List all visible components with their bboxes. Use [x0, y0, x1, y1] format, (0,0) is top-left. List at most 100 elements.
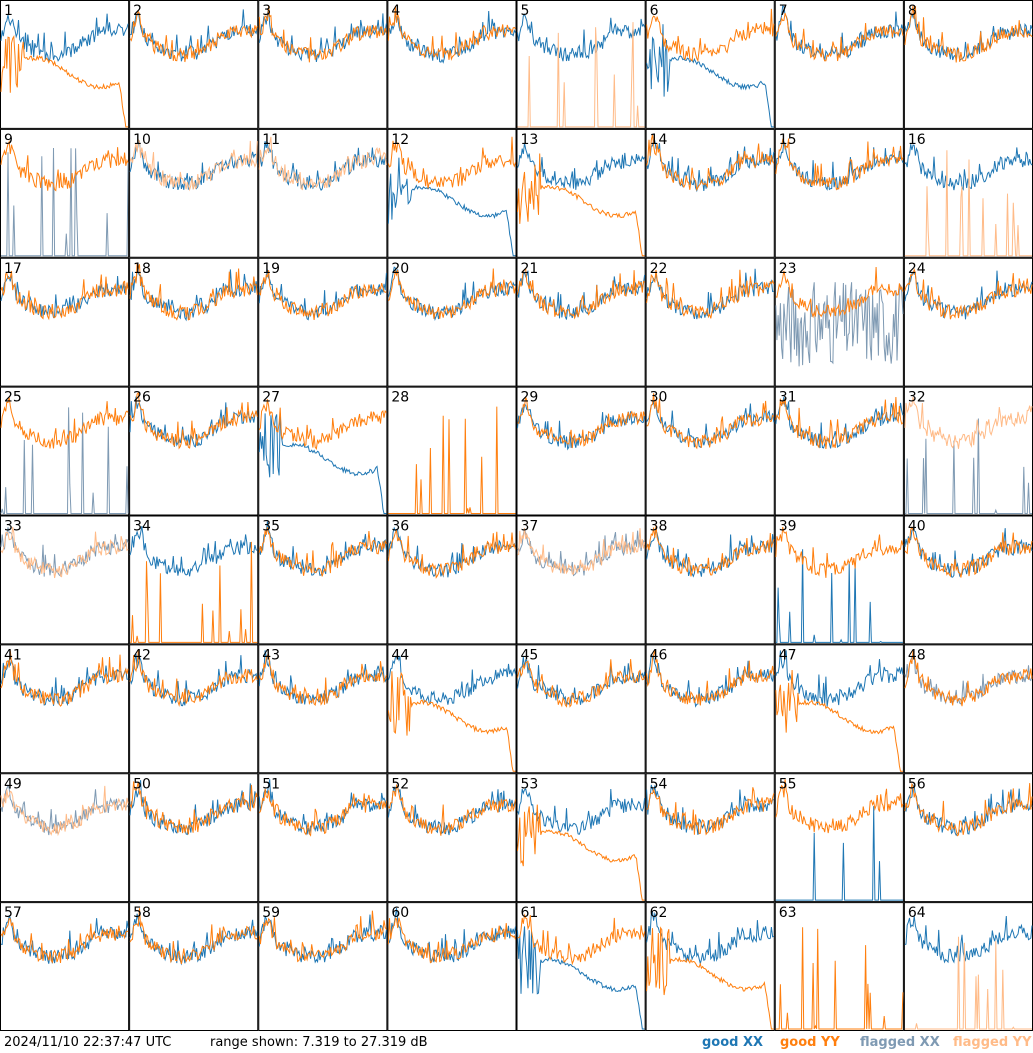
panel-frame: [516, 128, 646, 258]
panel-45: 45: [516, 644, 646, 774]
panel-frame: [774, 902, 904, 1031]
panel-number: 57: [4, 905, 22, 921]
series-flagged-yy: [0, 526, 129, 579]
series-good-yy: [775, 779, 904, 834]
panel-40: 40: [903, 515, 1033, 645]
panel-number: 45: [521, 647, 539, 663]
panel-50: 50: [129, 773, 259, 903]
panel-frame: [516, 515, 646, 645]
panel-24: 24: [903, 257, 1033, 387]
panel-frame: [645, 515, 775, 645]
panel-62: 62: [645, 902, 775, 1031]
panel-55: 55: [774, 773, 904, 903]
panel-4: 4: [387, 0, 517, 129]
range-label: range shown: 7.319 to 27.319 dB: [210, 1035, 428, 1050]
series-good-xx: [646, 24, 774, 128]
panel-number: 42: [133, 647, 151, 663]
panel-frame: [645, 902, 775, 1031]
panel-frame: [258, 257, 388, 387]
legend-flagged-xx: flagged XX: [860, 1035, 940, 1050]
series-good-yy: [904, 268, 1033, 320]
series-flagged-yy: [517, 22, 645, 128]
panel-number: 52: [391, 776, 409, 792]
panel-39: 39: [774, 515, 904, 645]
series-good-yy: [387, 5, 516, 61]
series-good-yy: [129, 908, 258, 965]
series-good-yy: [904, 526, 1033, 578]
panel-11: 11: [258, 128, 388, 258]
series-good-yy: [646, 393, 775, 450]
series-good-yy: [775, 137, 904, 191]
panel-frame: [129, 515, 259, 645]
panel-frame: [774, 515, 904, 645]
panel-frame: [387, 0, 517, 129]
series-flagged-yy: [0, 785, 129, 837]
panel-21: 21: [516, 257, 646, 387]
panel-number: 1: [4, 3, 13, 19]
panel-frame: [774, 0, 904, 129]
panel-59: 59: [258, 902, 388, 1031]
panel-56: 56: [903, 773, 1033, 903]
panel-48: 48: [903, 644, 1033, 774]
panel-number: 19: [262, 261, 280, 277]
panel-15: 15: [774, 128, 904, 258]
series-good-yy: [904, 650, 1033, 707]
series-flagged-yy: [129, 138, 258, 192]
panel-number: 62: [650, 905, 668, 921]
panel-23: 23: [774, 257, 904, 387]
series-good-xx: [129, 913, 258, 966]
panel-number: 50: [133, 776, 151, 792]
series-good-xx: [646, 400, 775, 449]
panel-frame: [387, 644, 517, 774]
series-good-xx: [904, 915, 1033, 964]
series-good-xx: [775, 806, 903, 901]
panel-number: 36: [391, 519, 409, 535]
panel-number: 8: [908, 3, 917, 19]
panel-frame: [258, 515, 388, 645]
panel-8: 8: [903, 0, 1033, 129]
series-good-yy: [646, 787, 775, 836]
panel-frame: [903, 902, 1033, 1031]
panel-64: 64: [903, 902, 1033, 1031]
series-good-xx: [258, 521, 387, 576]
panel-19: 19: [258, 257, 388, 387]
panel-frame: [0, 773, 130, 903]
panel-frame: [0, 128, 130, 258]
panel-number: 17: [4, 261, 22, 277]
series-good-xx: [258, 269, 387, 321]
panel-frame: [387, 128, 517, 258]
legend-good-yy: good YY: [780, 1035, 840, 1050]
series-good-xx: [387, 10, 516, 64]
panel-frame: [645, 773, 775, 903]
panel-number: 28: [391, 390, 409, 406]
panel-frame: [258, 644, 388, 774]
series-good-yy: [258, 270, 387, 320]
series-good-xx: [517, 926, 645, 1030]
panel-frame: [774, 257, 904, 387]
panel-frame: [387, 773, 517, 903]
panel-frame: [645, 386, 775, 516]
panel-10: 10: [129, 128, 259, 258]
series-good-yy: [775, 12, 904, 62]
panel-frame: [129, 644, 259, 774]
series-flagged-xx: [775, 282, 904, 367]
panel-number: 64: [908, 905, 926, 921]
series-good-yy: [129, 263, 258, 321]
series-good-yy: [387, 136, 516, 189]
series-good-yy: [129, 650, 258, 708]
series-good-yy: [517, 804, 645, 901]
panel-number: 4: [391, 3, 400, 19]
panel-frame: [645, 644, 775, 774]
panel-14: 14: [645, 128, 775, 258]
panel-number: 63: [779, 905, 797, 921]
series-good-yy: [129, 10, 258, 63]
panel-number: 58: [133, 905, 151, 921]
series-good-xx: [0, 658, 129, 707]
panel-number: 41: [4, 647, 22, 663]
panel-38: 38: [645, 515, 775, 645]
series-good-xx: [517, 142, 646, 190]
series-good-xx: [387, 908, 516, 963]
series-good-yy: [775, 927, 904, 1030]
panel-number: 46: [650, 647, 668, 663]
panel-number: 33: [4, 519, 22, 535]
